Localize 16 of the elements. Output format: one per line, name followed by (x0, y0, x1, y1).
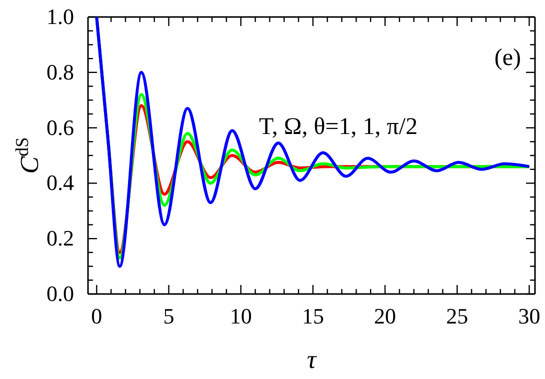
x-tick-label: 5 (163, 304, 174, 329)
x-tick-label: 25 (446, 304, 468, 329)
x-tick-label: 10 (230, 304, 252, 329)
x-tick-label: 15 (302, 304, 324, 329)
x-tick-label: 20 (374, 304, 396, 329)
y-tick-label: 0.6 (46, 114, 74, 140)
y-tick-label: 1.0 (46, 4, 74, 30)
x-tick-label: 0 (91, 304, 102, 329)
y-tick-label: 0.8 (46, 59, 74, 84)
y-tick-label: 0.4 (46, 170, 74, 196)
y-tick-label: 0.0 (46, 281, 74, 306)
annotation: T, Ω, θ=1, 1, π/2 (259, 114, 418, 140)
x-tick-label: 30 (518, 304, 540, 329)
annotation: (e) (494, 45, 521, 71)
x-axis-title: τ (306, 345, 318, 374)
y-tick-label: 0.2 (46, 226, 74, 251)
